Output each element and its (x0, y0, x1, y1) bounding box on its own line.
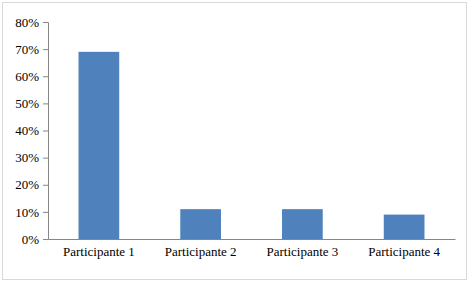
x-tick-label: Participante 3 (266, 244, 338, 259)
bars (79, 52, 425, 239)
y-tick-mark (43, 212, 48, 213)
y-tick-mark (43, 49, 48, 50)
y-tick: 70% (15, 42, 48, 57)
x-axis: Participante 1 Participante 2 Participante… (49, 240, 456, 260)
y-tick: 30% (15, 150, 48, 165)
x-tick-label: Participante 4 (368, 244, 440, 259)
y-tick-mark (43, 76, 48, 77)
y-axis-line (43, 23, 49, 240)
y-tick: 10% (15, 205, 48, 220)
chart-border (3, 3, 467, 280)
y-tick-mark (43, 185, 48, 186)
y-tick-mark (43, 158, 48, 159)
y-tick-label: 10% (15, 205, 39, 220)
x-tick: Participante 2 (165, 244, 237, 259)
y-tick: 20% (15, 177, 48, 192)
y-tick-label: 40% (15, 123, 39, 138)
y-tick-label: 60% (15, 69, 39, 84)
y-tick-mark (43, 131, 48, 132)
y-axis: 0% 10% 20% 30% 40% 50% 60% 70% 80% (15, 15, 48, 247)
y-tick-mark (43, 103, 48, 104)
x-tick: Participante 3 (266, 244, 338, 259)
x-tick: Participante 4 (368, 244, 440, 259)
x-tick-label: Participante 1 (63, 244, 135, 259)
bar (79, 52, 120, 239)
x-tick-label: Participante 2 (165, 244, 237, 259)
y-tick-label: 80% (15, 15, 39, 30)
chart: 0% 10% 20% 30% 40% 50% 60% 70% 80% Participante 1… (0, 0, 469, 282)
y-tick-label: 70% (15, 42, 39, 57)
x-tick: Participante 1 (63, 244, 135, 259)
y-tick-mark (43, 22, 48, 23)
y-tick-label: 30% (15, 150, 39, 165)
y-tick-mark (43, 239, 48, 240)
y-tick: 80% (15, 15, 48, 30)
plot: 0% 10% 20% 30% 40% 50% 60% 70% 80% Participante 1… (15, 15, 455, 260)
y-tick-label: 50% (15, 96, 39, 111)
y-tick: 40% (15, 123, 48, 138)
y-tick-label: 20% (15, 177, 39, 192)
bar (384, 215, 425, 239)
y-tick-label: 0% (22, 232, 40, 247)
x-axis-line (49, 239, 456, 240)
bar (282, 209, 323, 239)
y-tick: 50% (15, 96, 48, 111)
y-tick: 0% (22, 232, 48, 247)
bar (180, 209, 221, 239)
y-tick: 60% (15, 69, 48, 84)
